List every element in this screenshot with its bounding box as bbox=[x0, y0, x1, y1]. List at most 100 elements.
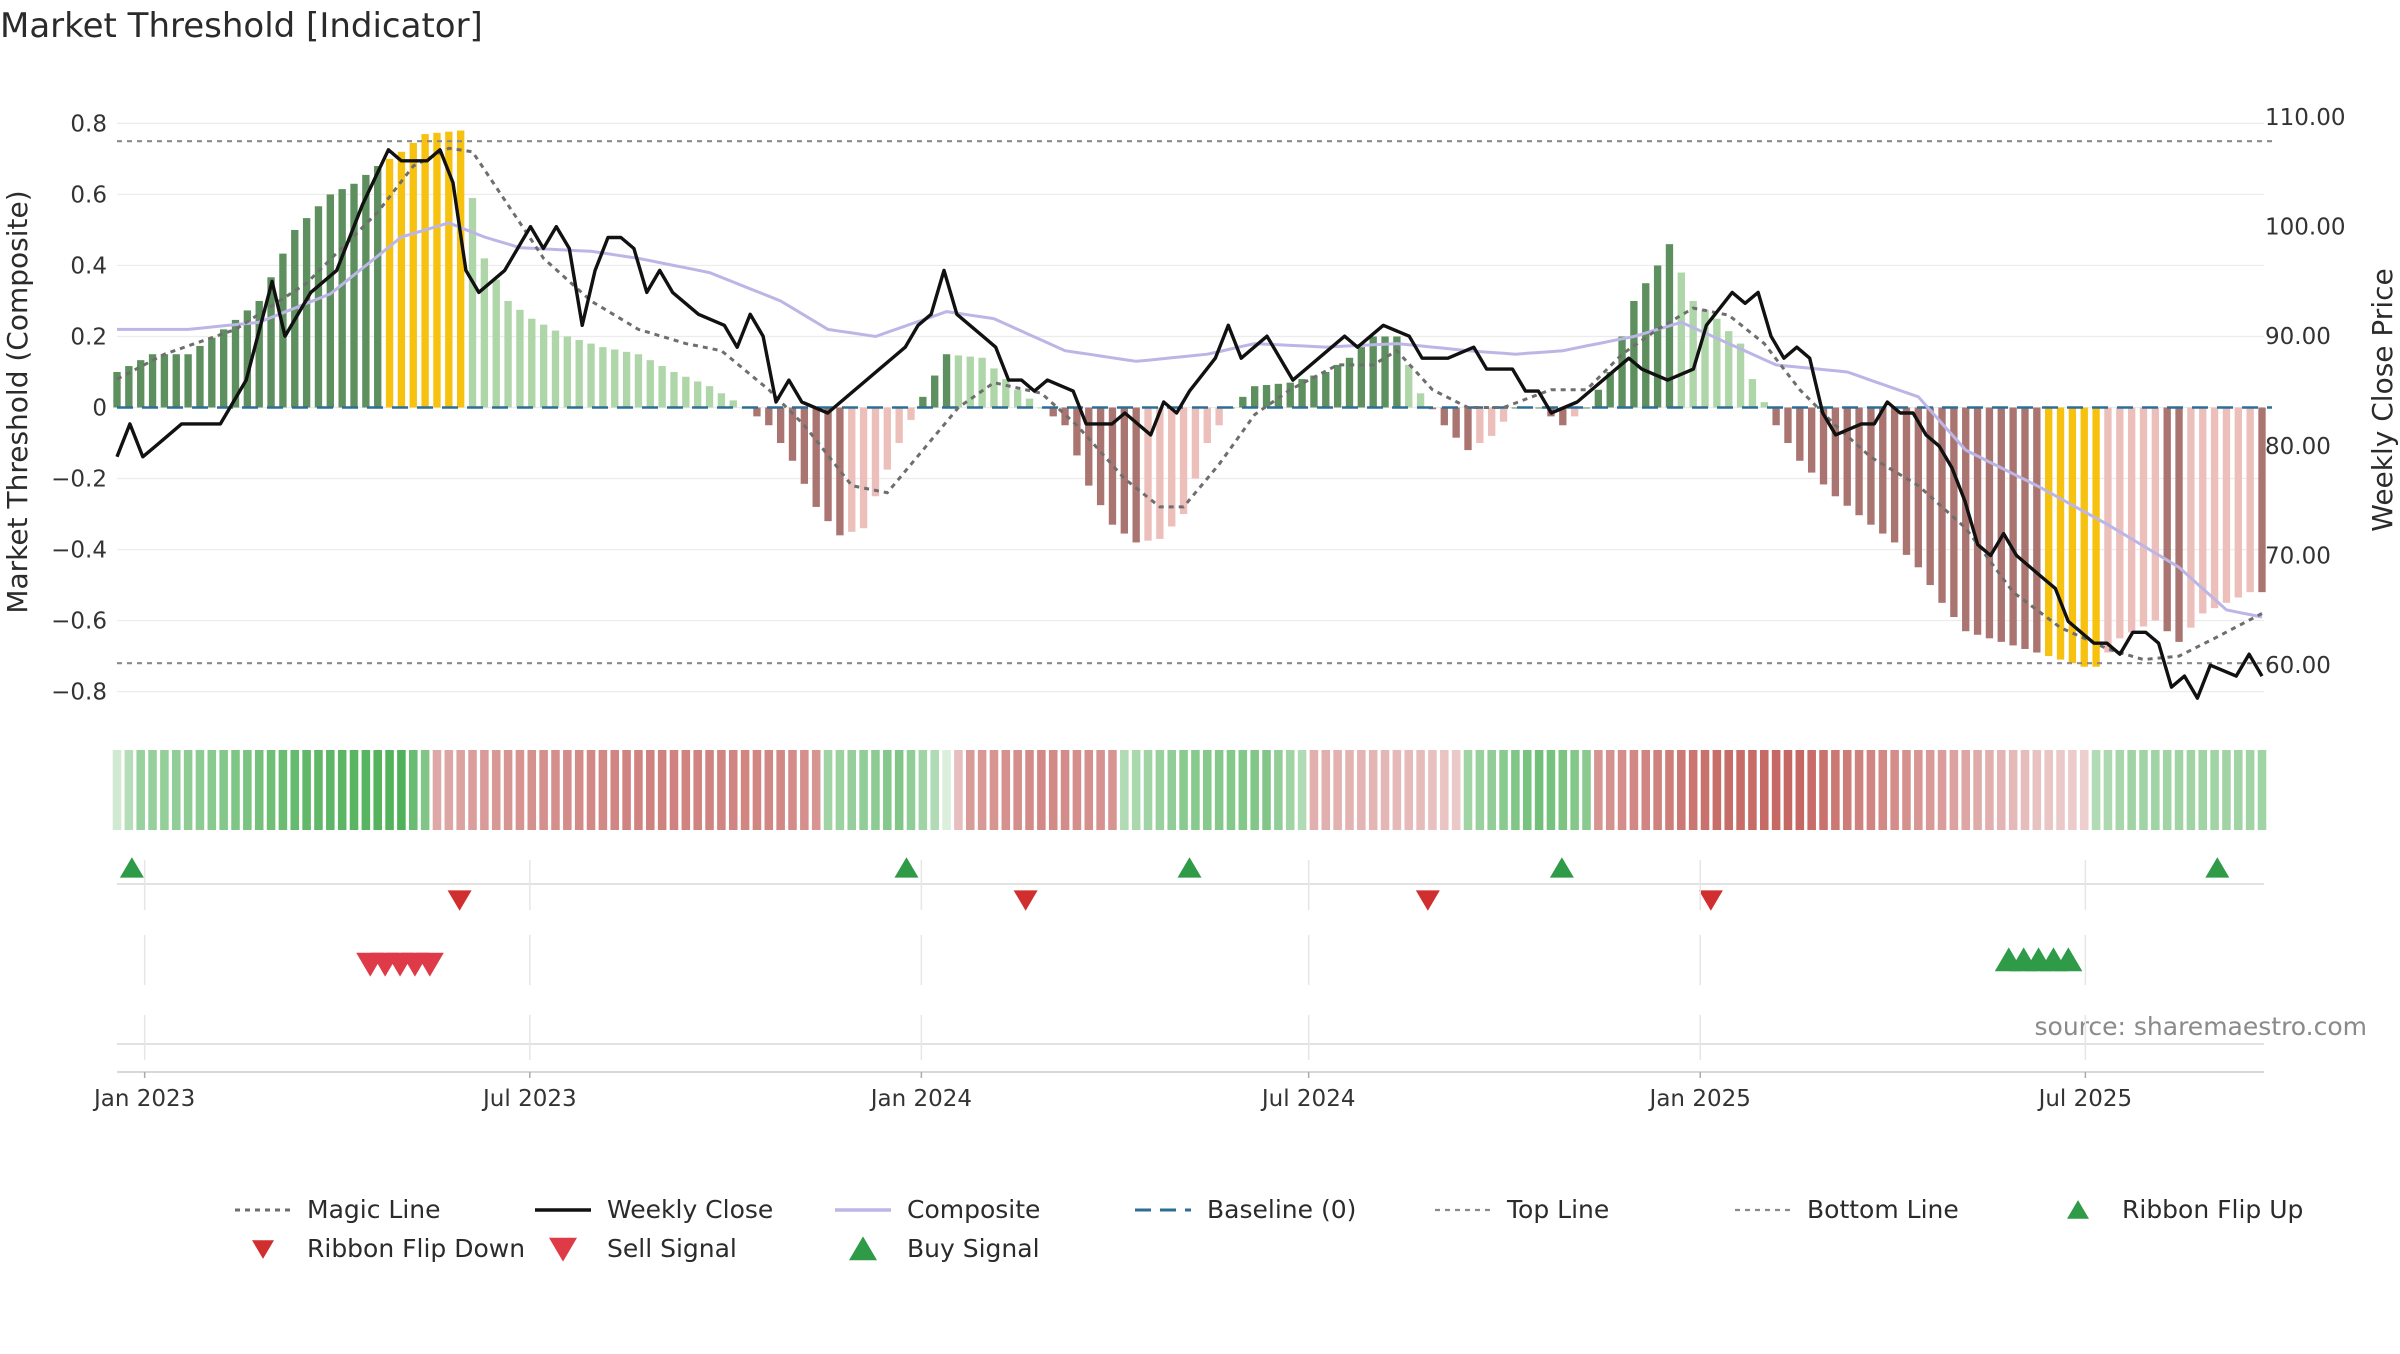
composite-bar bbox=[824, 407, 832, 522]
legend-label: Ribbon Flip Up bbox=[2122, 1195, 2303, 1224]
ribbon-cell bbox=[942, 750, 951, 830]
composite-bar bbox=[2234, 407, 2242, 598]
ribbon-cell bbox=[1451, 750, 1461, 830]
ribbon-cell bbox=[171, 750, 181, 830]
ribbon-cell bbox=[776, 750, 785, 830]
ribbon-cell bbox=[1511, 750, 1520, 830]
composite-bar bbox=[2151, 407, 2160, 621]
ribbon-layer bbox=[112, 750, 2267, 830]
ribbon-cell bbox=[183, 750, 193, 830]
ribbon-cell bbox=[1238, 750, 1248, 830]
ribbon-cell bbox=[1191, 750, 1200, 830]
ribbon-cell bbox=[432, 750, 442, 830]
composite-bar bbox=[575, 340, 583, 408]
y2-axis-label: Weekly Close Price bbox=[2366, 268, 2399, 531]
y2-tick-label: 60.00 bbox=[2265, 653, 2331, 679]
ribbon-cell bbox=[977, 750, 987, 830]
composite-bar bbox=[800, 407, 809, 484]
ribbon-cell bbox=[1961, 750, 1970, 830]
composite-bar bbox=[1914, 407, 1922, 568]
legend-label: Sell Signal bbox=[607, 1234, 737, 1263]
legend-item-top: Top Line bbox=[1435, 1195, 1609, 1224]
composite-bar bbox=[1582, 407, 1591, 409]
legend-swatch bbox=[252, 1240, 274, 1259]
composite-bar bbox=[1120, 407, 1128, 534]
ribbon-cell bbox=[2068, 750, 2077, 830]
ribbon-cell bbox=[1309, 750, 1319, 830]
composite-bar bbox=[2068, 407, 2077, 664]
composite-bar bbox=[516, 309, 524, 408]
composite-bar bbox=[1997, 407, 2005, 642]
composite-bar bbox=[480, 258, 489, 408]
ribbon-cell bbox=[1250, 750, 1259, 830]
composite-bar bbox=[137, 360, 145, 408]
ribbon-cell bbox=[1357, 750, 1366, 830]
ribbon-cell bbox=[1842, 750, 1852, 830]
ribbon-cell bbox=[2032, 750, 2042, 830]
composite-bar bbox=[1772, 407, 1780, 426]
bars-layer bbox=[113, 130, 2266, 667]
ribbon-cell bbox=[1629, 750, 1639, 830]
legend-item-composite: Composite bbox=[835, 1195, 1040, 1224]
ribbon-cell bbox=[1985, 750, 1994, 830]
ribbon-cell bbox=[2174, 750, 2184, 830]
ribbon-cell bbox=[1440, 750, 1449, 830]
ribbon-cell bbox=[219, 750, 228, 830]
composite-bar bbox=[1902, 407, 1911, 555]
composite-bar bbox=[1855, 407, 1863, 516]
ribbon-cell bbox=[207, 750, 217, 830]
composite-bar bbox=[528, 318, 536, 408]
composite-bar bbox=[1677, 272, 1685, 408]
legend-item-buy: Buy Signal bbox=[849, 1234, 1040, 1263]
composite-bar bbox=[231, 319, 240, 408]
composite-bar bbox=[2258, 407, 2266, 593]
composite-bar bbox=[267, 277, 275, 408]
ribbon-cell bbox=[1167, 750, 1176, 830]
composite-bar bbox=[1381, 336, 1389, 408]
composite-bar bbox=[1689, 300, 1697, 408]
ribbon-cell bbox=[1997, 750, 2006, 830]
ribbon-cell bbox=[148, 750, 157, 830]
composite-bar bbox=[812, 407, 820, 507]
x-tick-label: Jul 2024 bbox=[1260, 1086, 1356, 1112]
ribbon-cell bbox=[598, 750, 608, 830]
ribbon-cell bbox=[160, 750, 169, 830]
ribbon-cell bbox=[1416, 750, 1425, 830]
composite-bar bbox=[113, 371, 121, 408]
ribbon-cell bbox=[1973, 750, 1982, 830]
legend-swatch bbox=[849, 1236, 877, 1261]
ribbon-cell bbox=[1013, 750, 1022, 830]
ribbon-cell bbox=[1949, 750, 1959, 830]
ribbon-cell bbox=[1262, 750, 1271, 830]
ribbon-cell bbox=[705, 750, 714, 830]
ribbon-cell bbox=[728, 750, 738, 830]
ribbon-cell bbox=[1807, 750, 1816, 830]
composite-bar bbox=[445, 131, 453, 408]
composite-bar bbox=[504, 300, 512, 408]
composite-bar bbox=[338, 189, 346, 408]
ribbon-cell bbox=[1120, 750, 1129, 830]
lines-layer bbox=[115, 140, 2272, 700]
ribbon-cell bbox=[2198, 750, 2208, 830]
ribbon-cell bbox=[586, 750, 596, 830]
composite-bar bbox=[2116, 407, 2124, 639]
buy-signal-marker bbox=[2054, 947, 2083, 972]
ribbon-cell bbox=[693, 750, 702, 830]
ribbon-cell bbox=[1131, 750, 1141, 830]
ribbon-cell bbox=[1025, 750, 1034, 830]
ribbon-cell bbox=[906, 750, 916, 830]
composite-bar bbox=[717, 393, 726, 408]
composite-bar bbox=[1535, 407, 1543, 409]
y2-tick-label: 110.00 bbox=[2265, 105, 2345, 131]
ribbon-cell bbox=[1048, 750, 1058, 830]
ribbon-cell bbox=[278, 750, 288, 830]
composite-bar bbox=[954, 355, 963, 408]
ribbon-cell bbox=[989, 750, 999, 830]
ribbon-cell bbox=[2079, 750, 2089, 830]
composite-bar bbox=[1002, 379, 1010, 408]
composite-bar bbox=[1713, 318, 1721, 408]
ribbon-cell bbox=[669, 750, 679, 830]
composite-bar bbox=[1890, 407, 1899, 543]
ribbon-cell bbox=[1712, 750, 1722, 830]
ribbon-cell bbox=[1641, 750, 1651, 830]
